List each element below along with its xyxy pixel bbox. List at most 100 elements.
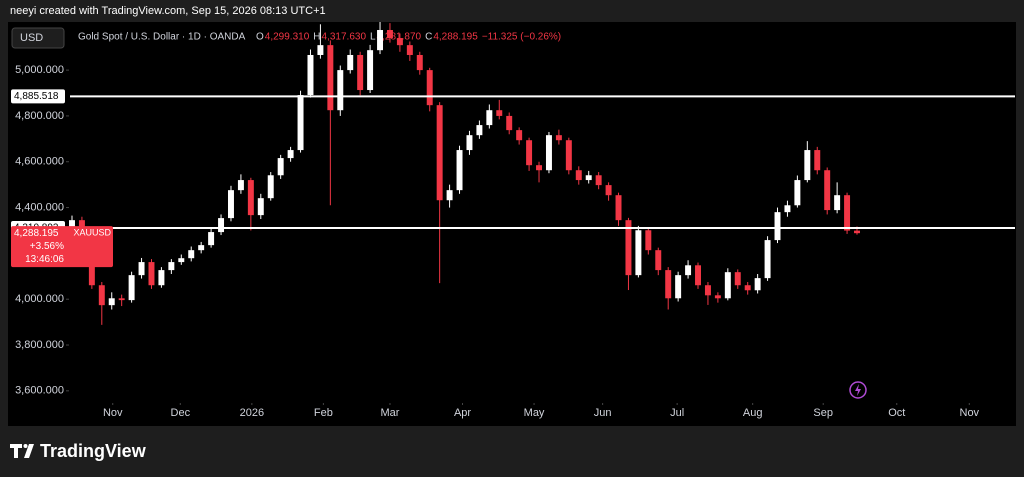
candle-body [585,175,592,181]
candle-body [545,135,552,171]
candle-body [506,115,513,131]
ohlc-key: H [313,32,320,43]
alert-bolt [855,384,861,396]
alert-icon[interactable] [849,381,867,399]
candle-body [158,270,165,286]
candle-body [118,298,125,301]
ohlc-value: 4,281.870 [377,32,422,43]
x-tick-label: Dec [171,407,191,419]
candle-body [168,262,175,271]
candle-body [198,245,205,251]
last-price-change: +3.56% [30,241,64,252]
candle-body [516,130,523,141]
candle-body [665,270,672,299]
candle-body [734,272,741,286]
candle-body [188,250,195,259]
candle-body [267,175,274,199]
price-label: 4,885.518 [14,91,59,102]
candle-body [307,54,314,96]
candle-body [555,135,562,141]
x-tick-label: Jul [670,407,684,419]
x-tick-label: Feb [314,407,333,419]
candle-body [595,175,602,186]
brand-name: TradingView [40,441,147,461]
brand-logo [10,444,34,458]
ohlc-key: L [370,32,376,43]
candle-body [436,105,443,201]
candle-body [794,180,801,206]
candle-body [327,45,334,111]
candle-body [476,125,483,136]
candle-body [337,70,344,111]
candle-body [675,275,682,299]
x-tick-label: 2026 [240,407,264,419]
candle-body [406,45,413,55]
candle-body [227,190,234,219]
candle-body [178,258,185,263]
candle-body [496,110,503,116]
y-tick-label: 4,400.000 [15,201,64,213]
ohlc-key: O [256,32,264,43]
candle-body [655,250,662,271]
candle-body [615,195,622,221]
candle-body [784,205,791,213]
candle-body [446,190,453,201]
candle-body [486,110,493,126]
x-tick-label: Oct [888,407,905,419]
currency-box[interactable] [11,27,65,49]
ohlc-value: 4,299.310 [265,32,310,43]
currency[interactable]: USD [20,32,43,44]
candle-body [69,220,75,229]
candle-body [605,185,612,196]
candle-body [526,140,533,166]
candle-body [426,70,433,106]
x-tick-label: Sep [813,407,833,419]
ohlc-value: 4,288.195 [433,32,478,43]
candle-body [317,45,324,55]
candle-body [844,195,851,231]
candle-body [575,170,582,181]
candle-body [565,140,572,171]
y-tick-label: 5,000.000 [15,64,64,76]
candle-body [247,180,254,216]
candle-body [625,220,632,276]
candle-body [347,54,354,71]
candle-body [148,262,155,286]
candle-body [824,170,831,211]
candle-body [695,265,701,286]
ohlc-value: 4,317.630 [322,32,367,43]
candle-body [138,262,145,276]
last-price-symbol: XAUUSD [73,228,111,238]
candle-body [377,30,384,51]
last-price-countdown: 13:46:06 [25,254,64,265]
candle-body [297,95,304,151]
ohlc-key: C [425,32,432,43]
candle-body [645,230,652,251]
candle-body [396,38,403,46]
chart-panel [8,22,1016,426]
price-label-box [11,89,65,104]
candle-body [704,285,711,296]
candle-body [754,278,761,291]
symbol-title: Gold Spot / U.S. Dollar · 1D · OANDA [78,32,246,43]
candle-body [237,180,244,191]
candle-body [804,150,811,181]
candle-body [456,150,463,191]
candle-body [108,298,115,306]
attribution: neeyi created with TradingView.com, Sep … [10,5,326,17]
candle-body [287,150,294,159]
last-price-label: 4,288.195 [14,228,59,239]
x-tick-label: Jun [594,407,612,419]
ohlc-change: −11.325 (−0.26%) [482,32,561,43]
y-tick-label: 3,600.000 [15,385,64,397]
candle-body [685,265,692,276]
x-tick-label: Nov [960,407,980,419]
candle-body [208,232,215,246]
candle-body [257,198,264,216]
candle-body [714,295,721,299]
last-price-box [11,226,113,268]
x-tick-label: Mar [380,407,399,419]
candle-body [386,30,393,39]
